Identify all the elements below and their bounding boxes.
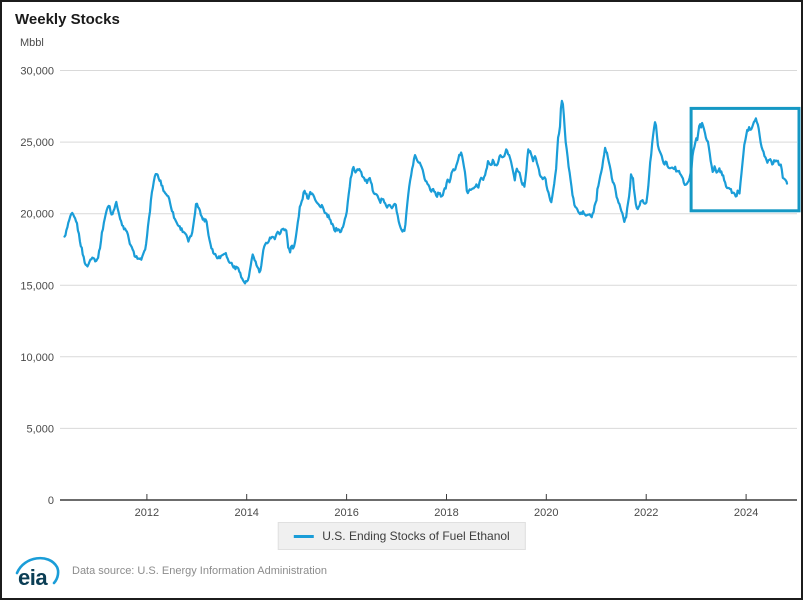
eia-logo-text: eia: [18, 565, 48, 590]
x-tick-label-2012: 2012: [135, 507, 159, 519]
y-tick-label-0: 0: [48, 495, 54, 507]
legend: U.S. Ending Stocks of Fuel Ethanol: [277, 522, 526, 550]
x-tick-label-2018: 2018: [434, 507, 458, 519]
series-line-fuel-ethanol: [63, 99, 789, 285]
footer: eia Data source: U.S. Energy Information…: [14, 552, 327, 590]
legend-item-fuel-ethanol[interactable]: U.S. Ending Stocks of Fuel Ethanol: [277, 522, 526, 550]
y-axis-unit-label: Mbbl: [20, 37, 44, 49]
y-tick-label-25000: 25,000: [20, 137, 54, 149]
series-line-swatch: [293, 534, 314, 538]
y-tick-label-30000: 30,000: [20, 66, 54, 78]
x-tick-label-2014: 2014: [234, 507, 258, 519]
x-tick-label-2016: 2016: [334, 507, 358, 519]
y-tick-label-5000: 5,000: [26, 423, 54, 435]
y-tick-label-15000: 15,000: [20, 280, 54, 292]
eia-logo-swoosh-icon: [15, 556, 60, 585]
y-tick-label-20000: 20,000: [20, 209, 54, 221]
data-source-text: Data source: U.S. Energy Information Adm…: [72, 565, 327, 577]
legend-label: U.S. Ending Stocks of Fuel Ethanol: [322, 529, 510, 543]
page-title: Weekly Stocks: [15, 11, 120, 28]
x-tick-label-2022: 2022: [634, 507, 658, 519]
y-tick-label-10000: 10,000: [20, 352, 54, 364]
x-tick-label-2024: 2024: [734, 507, 758, 519]
highlight-selection-box[interactable]: [689, 106, 801, 213]
x-tick-label-2020: 2020: [534, 507, 558, 519]
eia-logo[interactable]: eia: [14, 552, 60, 590]
